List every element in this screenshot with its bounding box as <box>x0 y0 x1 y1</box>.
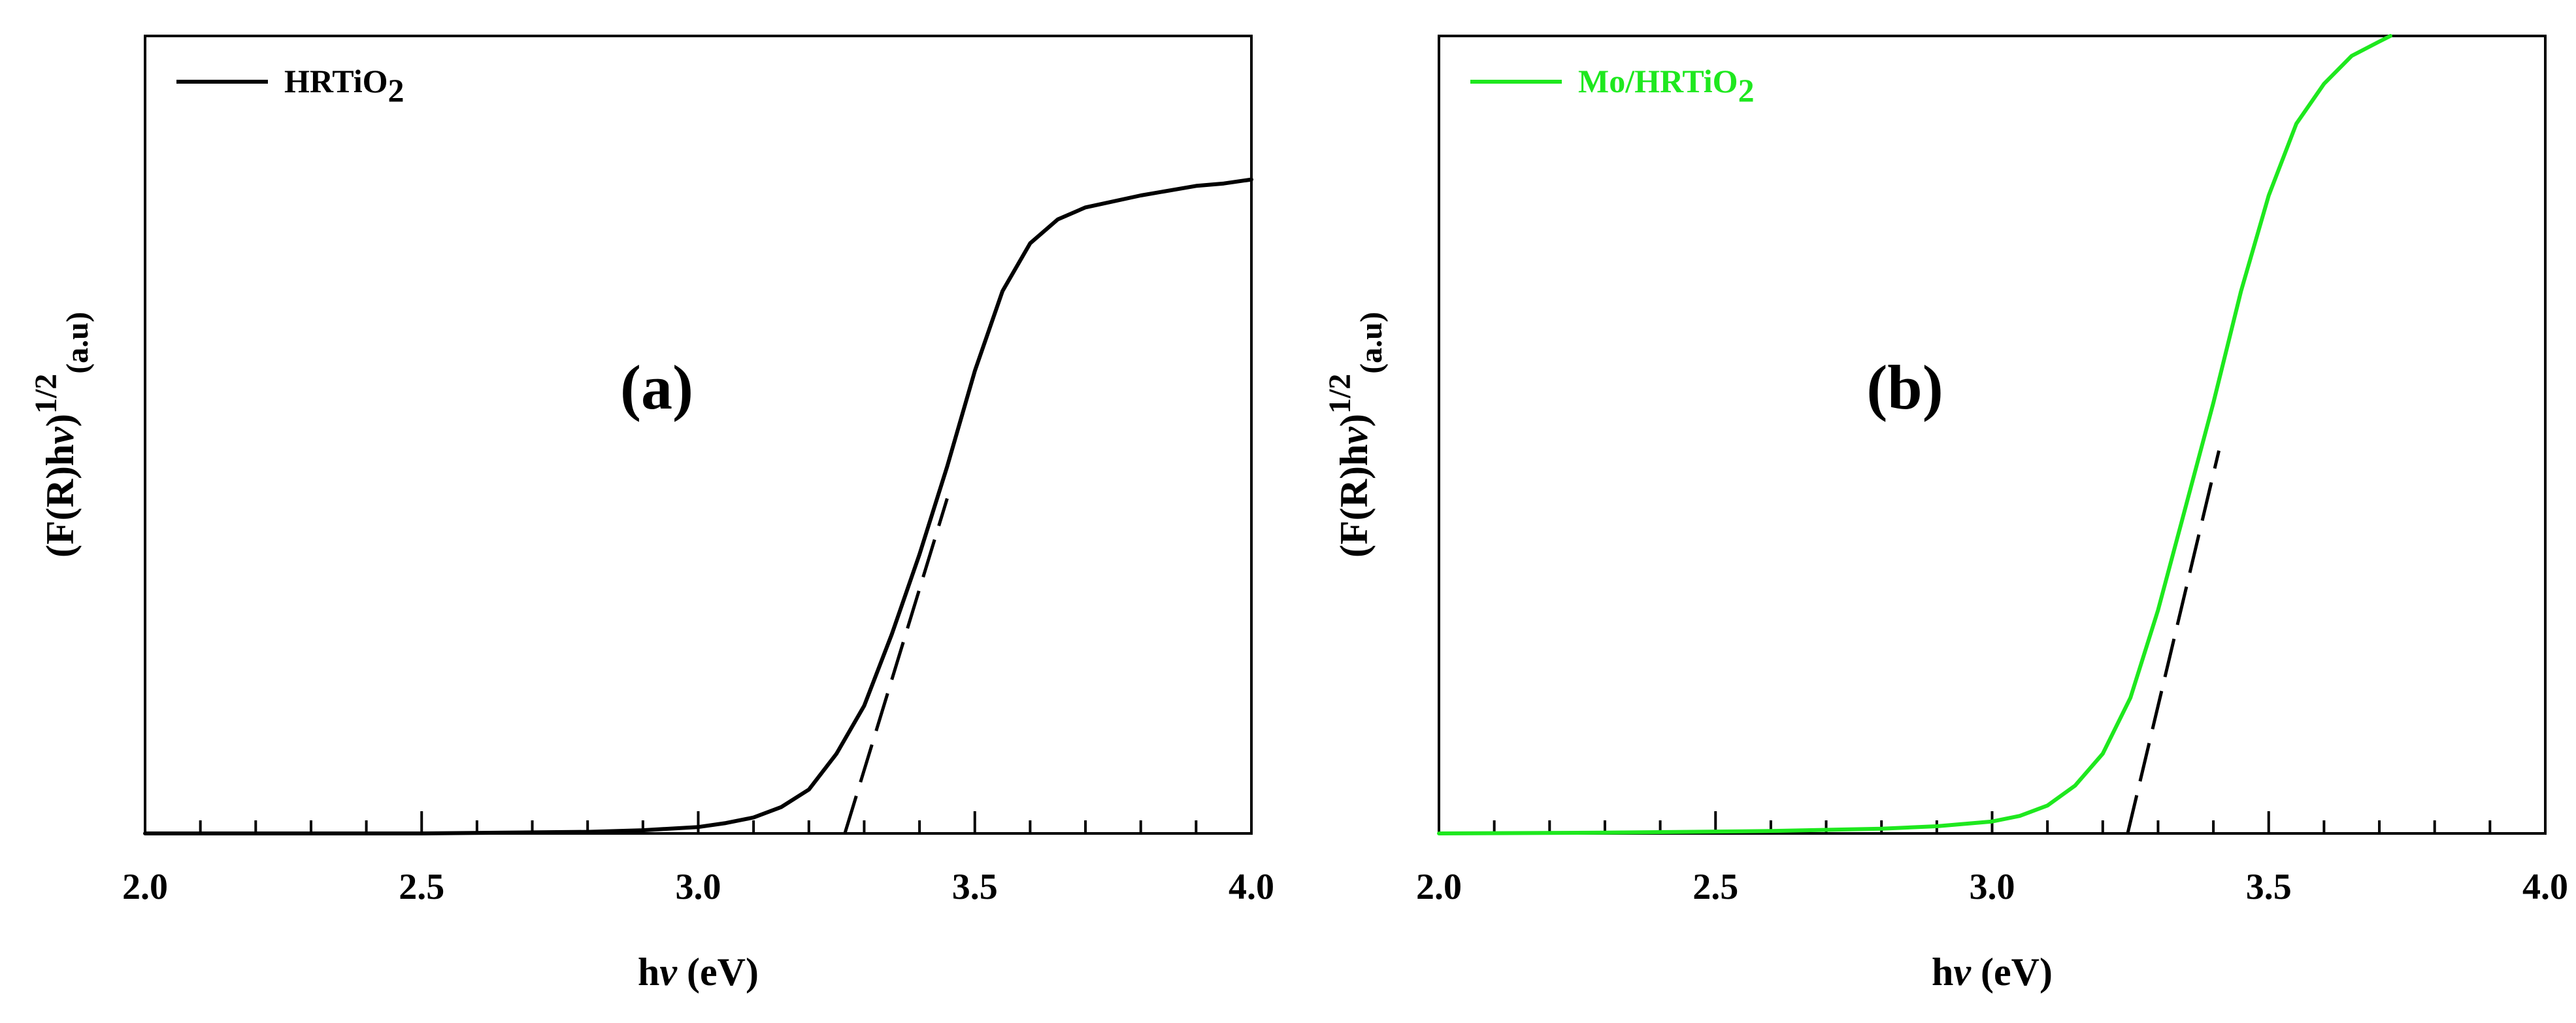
x-tick-label: 3.5 <box>952 867 998 907</box>
x-tick-label: 3.0 <box>1970 867 2015 907</box>
series-line-0 <box>1437 34 2392 835</box>
x-axis-title: hν (eV) <box>638 950 759 994</box>
x-tick-label: 2.5 <box>1693 867 1738 907</box>
plot-frame <box>144 35 1253 835</box>
panel-label: (b) <box>1866 352 1943 422</box>
x-tick-label: 2.0 <box>1416 867 1462 907</box>
legend-label: Mo/HRTiO2 <box>1578 63 1755 109</box>
x-tick-label: 3.0 <box>676 867 721 907</box>
x-tick-label: 4.0 <box>1229 867 1274 907</box>
chart-panel-b: 2.0 2.5 3.0 3.5 4.0 hν (eV) (F(R)hν)1/2(a.u) Mo… <box>1323 34 2568 994</box>
y-axis-title: (F(R)hν)1/2(a.u) <box>29 312 95 558</box>
panel-label: (a) <box>620 352 693 422</box>
tangent-line <box>843 497 949 834</box>
x-tick-label: 2.5 <box>399 867 444 907</box>
series-line-0 <box>143 177 1253 835</box>
plot-frame <box>1438 35 2547 835</box>
y-axis-title: (F(R)hν)1/2(a.u) <box>1323 312 1389 558</box>
chart-panel-a: 2.0 2.5 3.0 3.5 4.0 hν (eV) (F(R)hν)1/2(a.u) HR… <box>29 35 1274 994</box>
x-tick-label: 3.5 <box>2246 867 2292 907</box>
tangent-line <box>2126 450 2221 834</box>
x-tick-label: 2.0 <box>122 867 168 907</box>
x-tick-label: 4.0 <box>2522 867 2568 907</box>
legend-label: HRTiO2 <box>284 63 404 109</box>
x-axis-title: hν (eV) <box>1932 950 2053 994</box>
